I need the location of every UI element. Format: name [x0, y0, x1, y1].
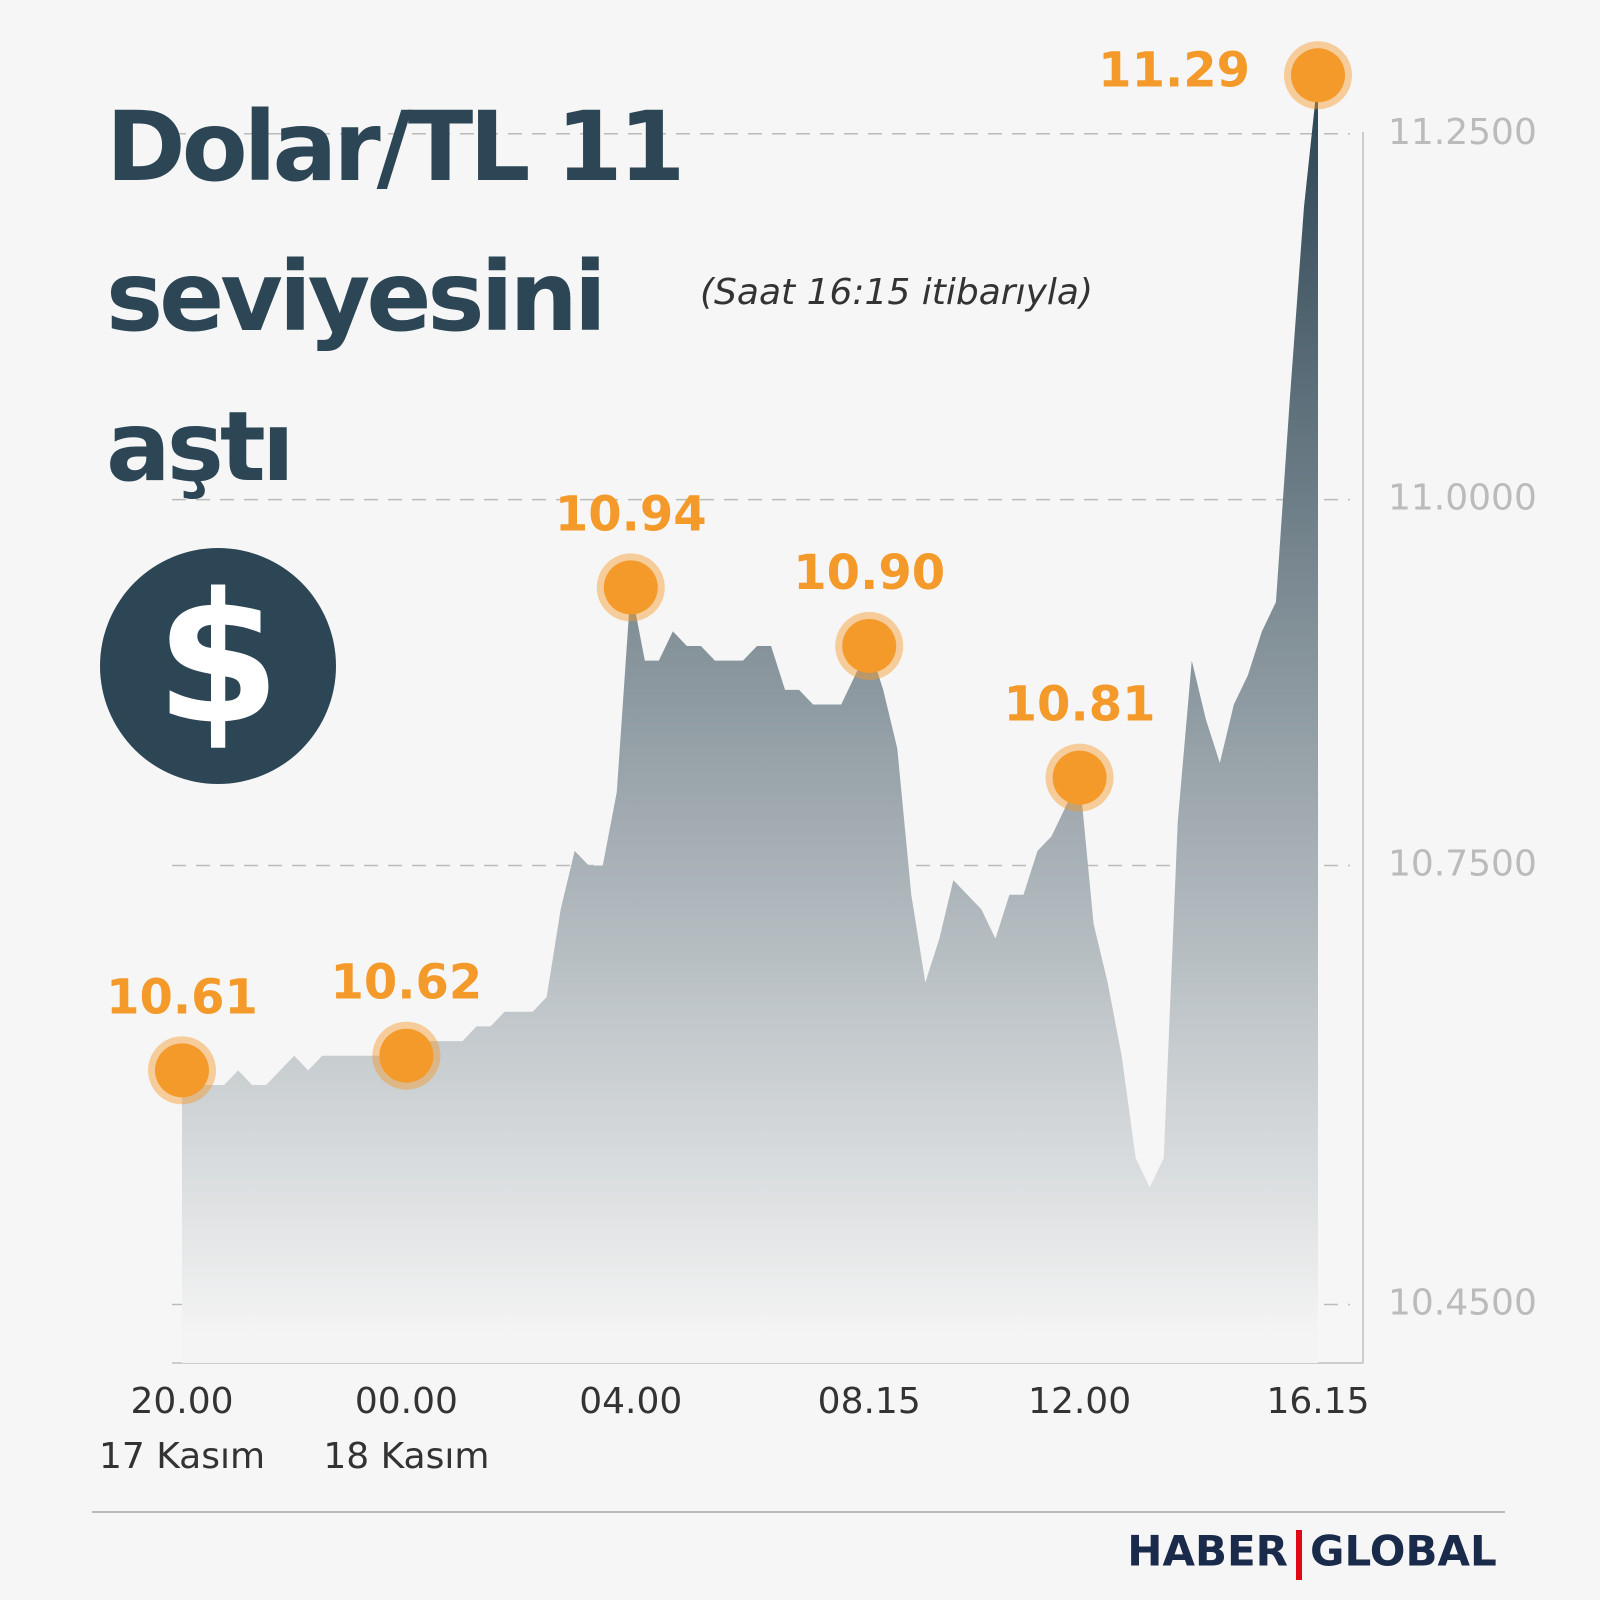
x-tick-label: 04.00	[579, 1381, 682, 1422]
x-tick-label: 08.15	[818, 1381, 921, 1422]
marker	[379, 1028, 434, 1083]
x-tick-label: 20.00	[130, 1381, 233, 1422]
value-label: 10.81	[1004, 677, 1156, 733]
x-tick-label: 12.00	[1028, 1381, 1131, 1422]
y-tick-label: 11.0000	[1388, 478, 1537, 519]
brand-right: GLOBAL	[1310, 1527, 1497, 1576]
value-label: 10.94	[555, 486, 707, 542]
badge-symbol: $	[155, 555, 280, 764]
area	[182, 75, 1318, 1363]
value-label: 10.61	[106, 969, 258, 1025]
y-tick-label: 10.4500	[1388, 1282, 1537, 1323]
brand-divider	[1296, 1530, 1302, 1580]
badge-circle	[100, 548, 336, 784]
y-tick-label: 10.7500	[1388, 843, 1537, 884]
marker	[1052, 750, 1107, 805]
x-tick-label: 16.15	[1266, 1381, 1369, 1422]
value-label: 11.29	[1098, 42, 1250, 98]
brand-left: HABER	[1127, 1527, 1288, 1576]
x-tick-sublabel: 18 Kasım	[323, 1436, 489, 1477]
chart-title: Dolar/TL 11 seviyesini aştı	[106, 91, 685, 503]
chart-subtitle: (Saat 16:15 itibarıyla)	[700, 272, 1094, 313]
marker	[603, 560, 658, 615]
marker	[155, 1043, 209, 1098]
value-label: 10.62	[330, 955, 482, 1011]
x-tick-sublabel: 17 Kasım	[99, 1436, 265, 1477]
marker	[842, 618, 897, 673]
y-tick-label: 11.2500	[1388, 112, 1537, 153]
marker	[1291, 48, 1345, 103]
value-label: 10.90	[793, 545, 945, 601]
x-tick-label: 00.00	[355, 1381, 458, 1422]
